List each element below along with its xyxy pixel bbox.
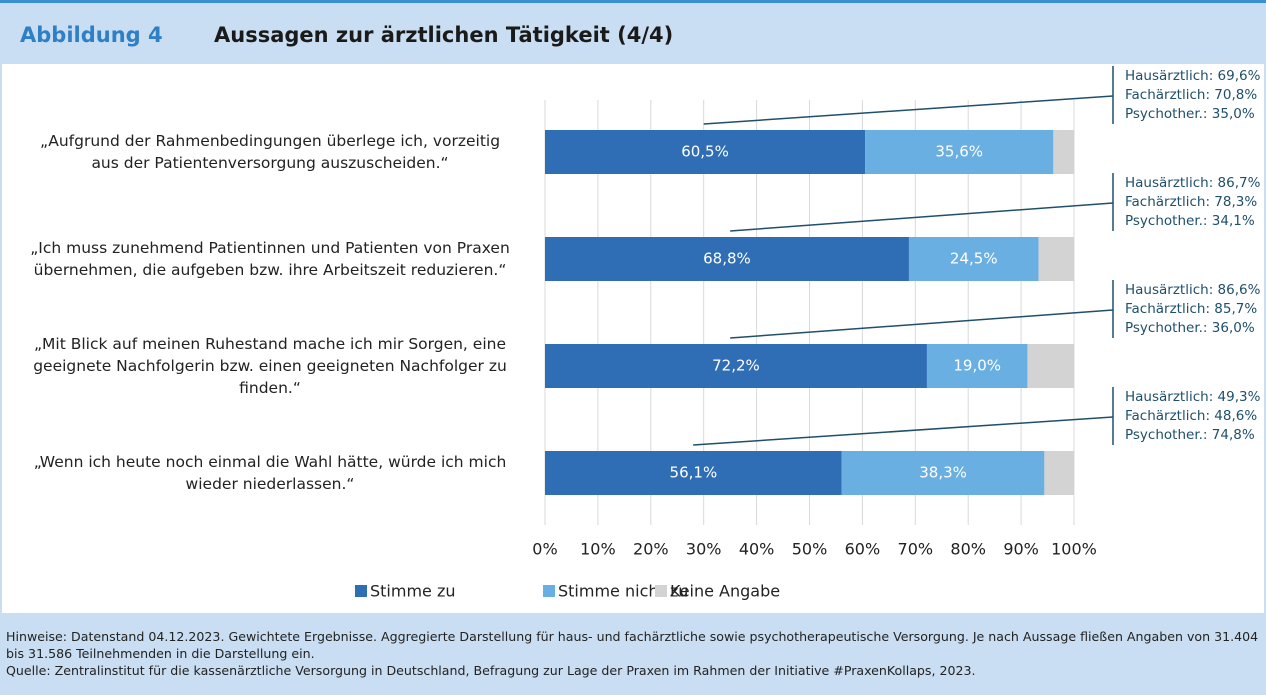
figure-label: Abbildung 4 (20, 23, 163, 47)
legend-swatch (355, 585, 367, 597)
annotation: Hausärztlich: 86,7% (1125, 175, 1261, 191)
bar-segment (1044, 451, 1074, 495)
x-tick-label: 20% (633, 540, 669, 559)
callout-line (730, 309, 1114, 339)
x-tick-label: 30% (686, 540, 722, 559)
value-label: 72,2% (712, 357, 760, 375)
legend-swatch (655, 585, 667, 597)
bar-segment (926, 344, 1028, 388)
value-label: 19,0% (953, 357, 1001, 375)
bar-segment (1038, 237, 1074, 281)
annotation: Hausärztlich: 69,6% (1125, 68, 1261, 84)
category-label: „Wenn ich heute noch einmal die Wahl hät… (33, 453, 507, 493)
category-label: „Mit Blick auf meinen Ruhestand mache ic… (33, 335, 507, 397)
category-label: „Aufgrund der Rahmenbedingungen überlege… (39, 132, 501, 172)
annotation: Hausärztlich: 86,6% (1125, 282, 1261, 298)
x-tick-label: 80% (950, 540, 986, 559)
legend-label: Keine Angabe (670, 582, 780, 601)
annotation: Fachärztlich: 70,8% (1125, 87, 1257, 103)
x-tick-label: 60% (845, 540, 881, 559)
bar-segment (908, 237, 1039, 281)
value-label: 68,8% (703, 250, 751, 268)
annotation: Psychother.: 35,0% (1125, 106, 1255, 122)
header: Abbildung 4 Aussagen zur ärztlichen Täti… (0, 0, 1266, 64)
footer: Hinweise: Datenstand 04.12.2023. Gewicht… (6, 628, 1260, 679)
x-tick-label: 40% (739, 540, 775, 559)
value-label: 38,3% (919, 464, 967, 482)
annotation: Psychother.: 34,1% (1125, 213, 1255, 229)
annotation: Fachärztlich: 48,6% (1125, 408, 1257, 424)
bar-segment (545, 130, 866, 174)
bar-segment (545, 451, 842, 495)
value-label: 24,5% (950, 250, 998, 268)
x-tick-label: 70% (898, 540, 934, 559)
value-label: 35,6% (935, 143, 983, 161)
legend-label: Stimme zu (370, 582, 456, 601)
notes: Hinweise: Datenstand 04.12.2023. Gewicht… (6, 629, 1259, 661)
x-tick-label: 90% (1003, 540, 1039, 559)
callout-line (693, 416, 1114, 446)
category-label: „Ich muss zunehmend Patientinnen und Pat… (30, 239, 510, 279)
annotation: Psychother.: 74,8% (1125, 427, 1255, 443)
bar-segment (545, 344, 927, 388)
value-label: 56,1% (670, 464, 718, 482)
callout-line (703, 95, 1114, 125)
x-tick-label: 100% (1051, 540, 1097, 559)
annotation: Fachärztlich: 85,7% (1125, 301, 1257, 317)
x-tick-label: 0% (532, 540, 557, 559)
value-label: 60,5% (681, 143, 729, 161)
legend-swatch (543, 585, 555, 597)
bar-segment (545, 237, 909, 281)
legend-label: Stimme nicht zu (558, 582, 688, 601)
chart-title: Aussagen zur ärztlichen Tätigkeit (4/4) (214, 23, 674, 47)
annotation: Hausärztlich: 49,3% (1125, 389, 1261, 405)
annotation: Psychother.: 36,0% (1125, 320, 1255, 336)
x-tick-label: 10% (580, 540, 616, 559)
callout-line (730, 202, 1114, 232)
source: Quelle: Zentralinstitut für die kassenär… (6, 663, 976, 678)
bar-segment (841, 451, 1045, 495)
bar-segment (1053, 130, 1074, 174)
bar-segment (1027, 344, 1074, 388)
annotation: Fachärztlich: 78,3% (1125, 194, 1257, 210)
x-tick-label: 50% (792, 540, 828, 559)
bar-segment (865, 130, 1054, 174)
